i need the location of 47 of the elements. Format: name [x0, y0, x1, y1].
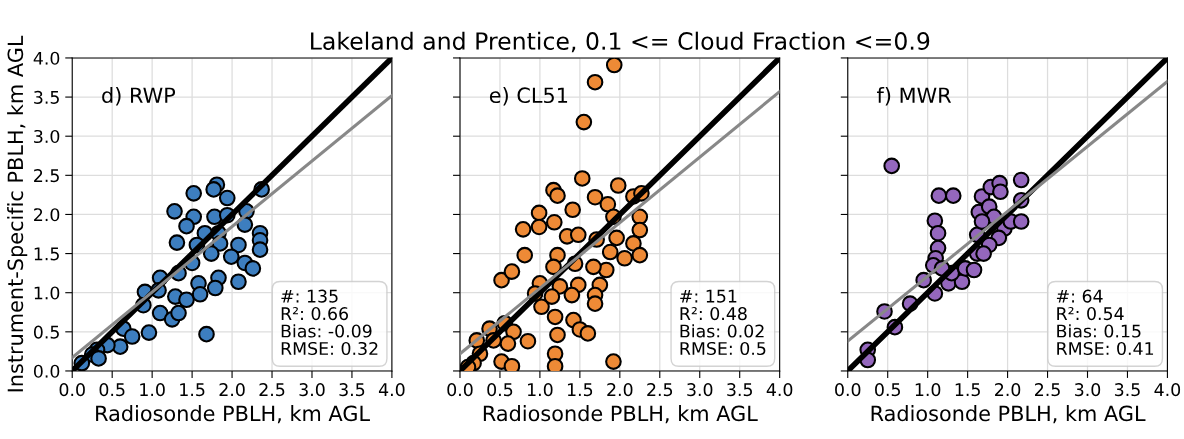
- x-tick-label: 1.0: [915, 383, 941, 397]
- x-axis-title: Radiosonde PBLH, km AGL: [483, 405, 758, 424]
- x-tick-label: 0.5: [487, 383, 513, 397]
- x-tick-label: 1.5: [955, 383, 980, 397]
- x-tick-label: 0.5: [875, 383, 900, 397]
- x-tick-label: 2.0: [607, 383, 633, 397]
- x-tick-label: 1.0: [140, 383, 165, 397]
- x-tick-label: 3.0: [1075, 383, 1101, 397]
- x-tick-label: 4.0: [766, 383, 793, 397]
- x-tick-label: 3.5: [339, 383, 365, 397]
- x-axis-title: Radiosonde PBLH, km AGL: [871, 405, 1146, 424]
- y-tick-label: 1.0: [34, 286, 60, 300]
- x-tick-label: 2.0: [995, 383, 1021, 397]
- annotation: #: 151 R²: 0.48 Bias: 0.02 RMSE: 0.5: [680, 289, 766, 356]
- x-tick-label: 1.5: [567, 383, 593, 397]
- chart-title: Lakeland and Prentice, 0.1 <= Cloud Fraction <=0.9: [311, 31, 930, 53]
- x-tick-label: 2.0: [219, 383, 245, 397]
- annotation: e) CL51: [489, 87, 568, 106]
- annotation: d) RWP: [102, 86, 176, 106]
- y-axis-title: Instrument-Specific PBLH, km AGL: [7, 35, 28, 392]
- x-tick-label: 3.0: [299, 383, 325, 397]
- x-axis-title: Radiosonde PBLH, km AGL: [96, 405, 370, 424]
- x-tick-label: 4.0: [1154, 383, 1181, 397]
- x-tick-label: 3.5: [727, 383, 752, 397]
- x-tick-label: 2.5: [259, 383, 285, 397]
- x-tick-label: 0.0: [59, 383, 85, 397]
- x-tick-label: 2.5: [647, 383, 673, 397]
- x-tick-label: 4.0: [378, 383, 405, 397]
- y-tick-label: 2.0: [34, 208, 60, 222]
- x-tick-label: 0.5: [99, 383, 125, 397]
- x-tick-label: 0.0: [835, 383, 861, 397]
- x-tick-label: 3.5: [1114, 383, 1140, 397]
- y-tick-label: 3.0: [34, 129, 60, 144]
- annotation: #: 135 R²: 0.66 Bias: -0.09 RMSE: 0.32: [281, 289, 378, 356]
- x-tick-label: 1.0: [528, 383, 553, 397]
- y-tick-label: 3.5: [34, 90, 59, 104]
- y-tick-label: 1.5: [34, 247, 59, 261]
- x-tick-label: 0.0: [447, 383, 473, 397]
- x-tick-label: 2.5: [1035, 383, 1060, 397]
- y-tick-label: 0.0: [33, 364, 60, 378]
- annotation: f) MWR: [876, 86, 952, 106]
- annotation: #: 64 R²: 0.54 Bias: 0.15 RMSE: 0.41: [1056, 289, 1154, 356]
- x-tick-label: 1.5: [180, 383, 205, 397]
- x-tick-label: 3.0: [687, 383, 713, 397]
- y-tick-label: 4.0: [33, 51, 60, 65]
- y-tick-label: 0.5: [33, 325, 59, 339]
- y-tick-label: 2.5: [34, 169, 59, 183]
